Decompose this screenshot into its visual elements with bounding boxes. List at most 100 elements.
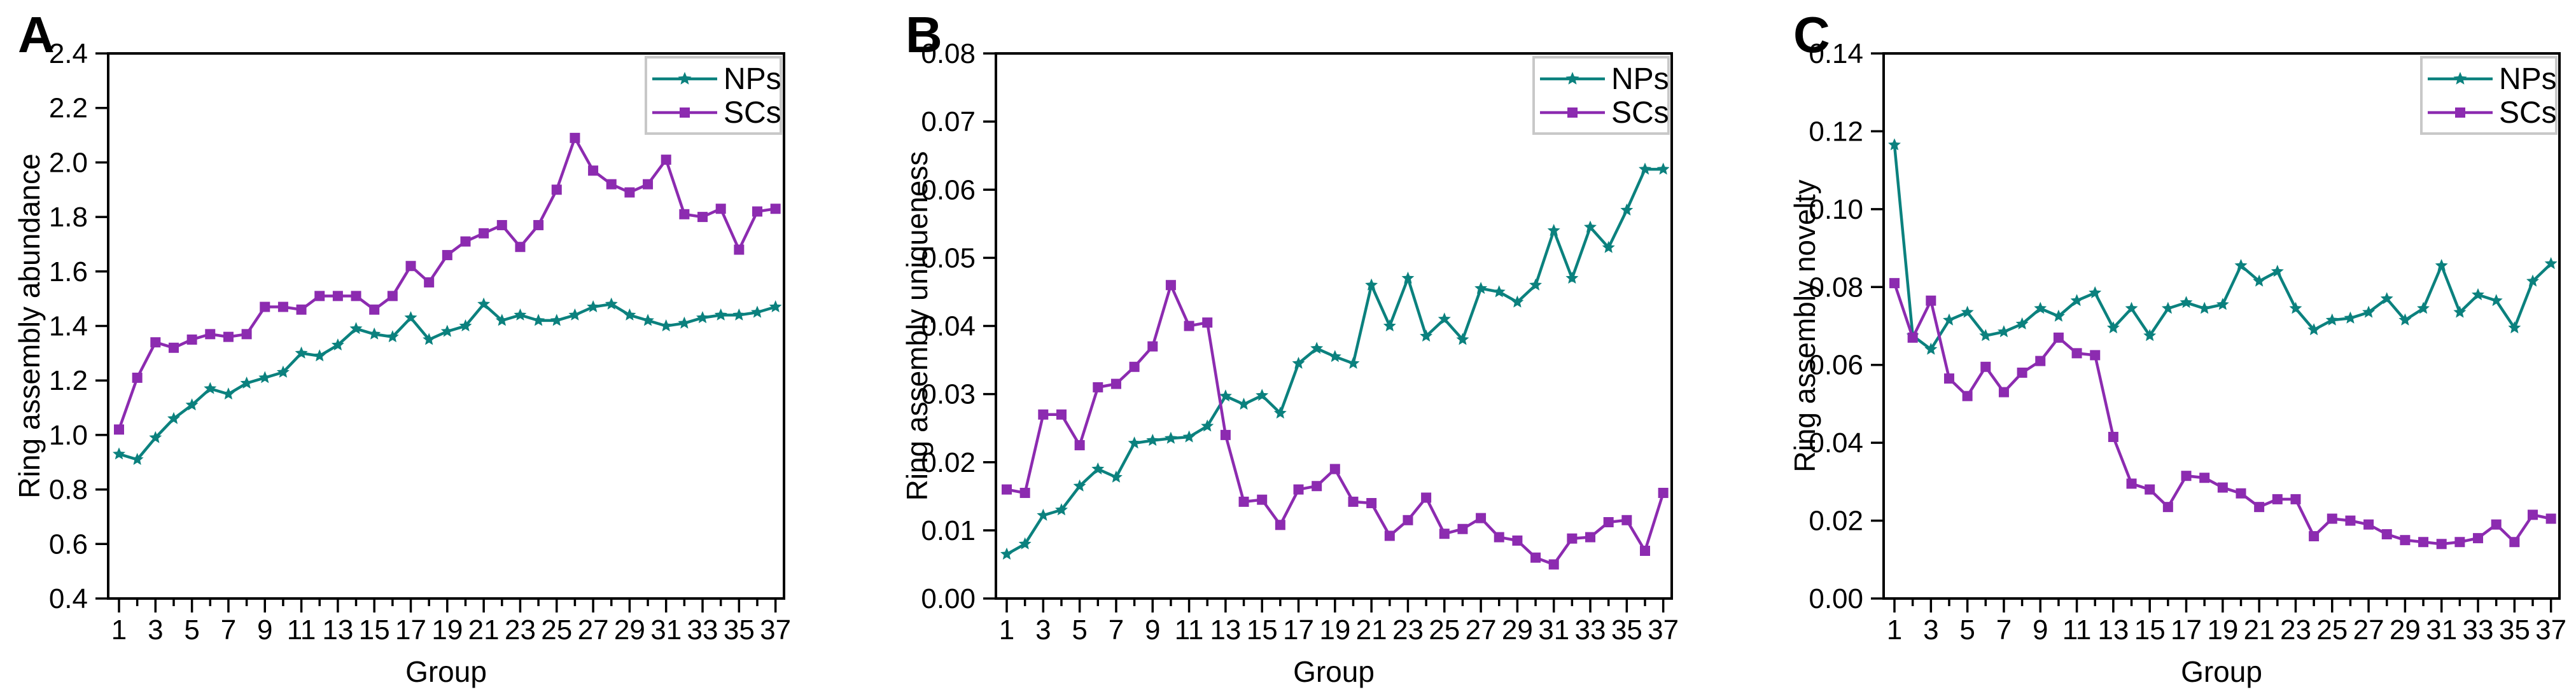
star-marker [587, 300, 600, 312]
square-marker [2108, 431, 2118, 442]
y-tick-label: 0.14 [1809, 38, 1863, 69]
square-marker [2217, 482, 2228, 493]
square-marker [1585, 532, 1596, 543]
square-marker [661, 155, 671, 165]
square-marker [369, 304, 380, 315]
square-marker [1202, 317, 1213, 328]
square-marker [1926, 295, 1936, 306]
x-tick-label: 35 [2499, 614, 2530, 646]
x-tick-label: 7 [1996, 614, 2012, 646]
square-marker [442, 250, 452, 261]
star-marker [1620, 203, 1634, 216]
y-tick-label: 1.4 [49, 311, 88, 342]
star-marker [1383, 319, 1396, 331]
star-marker [1273, 406, 1287, 419]
x-tick-label: 9 [257, 614, 272, 646]
square-marker [2126, 478, 2137, 489]
series-scs [114, 132, 781, 435]
star-marker [2143, 329, 2157, 342]
star-marker [1584, 220, 1597, 233]
star-marker [1456, 333, 1469, 345]
star-marker [1565, 272, 1579, 284]
series-nps [113, 297, 782, 465]
star-marker [2234, 259, 2248, 272]
x-tick-label: 1 [999, 614, 1014, 646]
legend-label-nps: NPs [724, 62, 781, 96]
x-tick-label: 21 [2244, 614, 2275, 646]
square-marker [1998, 387, 2009, 398]
y-tick-label: 0.8 [49, 474, 88, 506]
square-marker [168, 342, 179, 353]
y-tick-label: 1.8 [49, 202, 88, 233]
square-marker [624, 187, 635, 198]
y-axis: 2.4 2.2 2.0 1.8 1.6 1.4 1.2 1.0 0.8 0.6 0.4 [49, 38, 108, 614]
star-marker [130, 453, 144, 465]
square-marker [1530, 552, 1541, 563]
square-marker [2418, 537, 2429, 548]
star-marker [258, 371, 272, 384]
square-marker [1384, 530, 1395, 541]
legend-label-nps: NPs [1611, 62, 1669, 96]
y-tick-label: 0.6 [49, 529, 88, 560]
x-tick-label: 11 [2062, 614, 2092, 646]
square-marker [387, 291, 398, 301]
square-marker [2254, 502, 2265, 513]
star-marker [2526, 274, 2539, 287]
square-icon [1567, 107, 1578, 118]
star-marker [295, 346, 308, 359]
x-tick-label: 23 [505, 614, 536, 646]
star-marker [495, 314, 508, 326]
legend-box [2420, 56, 2558, 135]
star-icon [1565, 72, 1579, 85]
y-tick-label: 0.00 [921, 583, 976, 614]
star-marker [2015, 317, 2029, 329]
x-tick-label: 3 [1035, 614, 1051, 646]
star-marker [1000, 547, 1013, 560]
y-axis-title: Ring assembly novelty [1788, 179, 1821, 472]
star-marker [714, 308, 727, 321]
y-tick-label: 0.06 [1809, 350, 1863, 381]
x-tick-label: 13 [322, 614, 353, 646]
star-marker [514, 308, 527, 321]
square-marker [1019, 487, 1030, 498]
square-marker [2509, 537, 2520, 548]
x-axis: 1 3 5 7 9 11 13 15 17 19 21 23 25 27 29 31 33 35 37 [999, 599, 1679, 646]
square-marker [2491, 519, 2502, 530]
x-tick-label: 29 [2390, 614, 2421, 646]
series-scs [1889, 278, 2556, 550]
star-marker [1943, 313, 1956, 326]
square-marker [533, 219, 544, 230]
star-marker [1182, 430, 1196, 443]
x-tick-label: 3 [1923, 614, 1938, 646]
star-marker [2161, 301, 2174, 314]
square-marker [332, 291, 343, 301]
star-marker [2034, 301, 2047, 314]
y-tick-label: 0.01 [921, 515, 976, 546]
square-marker [551, 184, 562, 195]
y-tick-label: 2.0 [49, 147, 88, 178]
star-marker [167, 412, 180, 424]
square-marker [1238, 496, 1249, 507]
square-marker [2181, 471, 2192, 481]
x-tick-label: 21 [1356, 614, 1387, 646]
y-tick-label: 1.0 [49, 420, 88, 451]
x-tick-label: 19 [1319, 614, 1350, 646]
star-icon [678, 72, 692, 85]
x-tick-label: 15 [359, 614, 390, 646]
star-marker [1146, 434, 1159, 446]
square-marker [150, 337, 161, 348]
x-tick-label: 5 [1072, 614, 1087, 646]
star-marker [1018, 537, 1032, 550]
series-scs [1002, 280, 1669, 570]
x-tick-label: 15 [1247, 614, 1278, 646]
x-tick-label: 27 [1466, 614, 1497, 646]
x-tick-label: 27 [578, 614, 609, 646]
square-marker [2053, 332, 2064, 343]
square-marker [351, 291, 361, 301]
star-marker [2125, 301, 2138, 314]
star-marker [331, 338, 344, 350]
x-axis: 1 3 5 7 9 11 13 15 17 19 21 23 25 27 29 31 33 35 37 [1887, 599, 2566, 646]
y-tick-label: 0.03 [921, 379, 976, 410]
